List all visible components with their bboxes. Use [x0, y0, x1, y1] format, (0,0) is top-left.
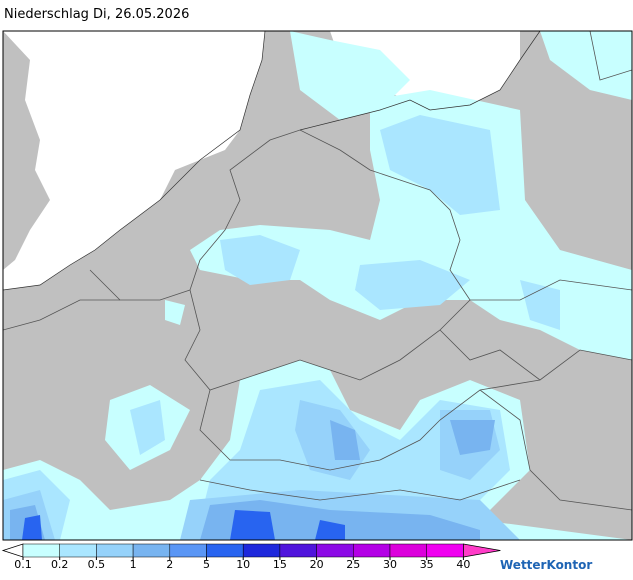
legend-swatch: [96, 543, 134, 558]
legend-label: 40: [456, 558, 470, 571]
legend-label: 5: [203, 558, 210, 571]
legend-label: 0.2: [51, 558, 69, 571]
legend-label: 2: [166, 558, 173, 571]
legend-swatch: [426, 543, 464, 558]
legend-label: 1: [130, 558, 137, 571]
legend-swatch: [132, 543, 171, 558]
legend-arrow-high: [462, 543, 501, 558]
legend-swatch: [389, 543, 427, 558]
legend-label: 20: [310, 558, 324, 571]
legend-swatch: [169, 543, 207, 558]
legend-label: 0.5: [88, 558, 106, 571]
legend-swatch: [242, 543, 281, 558]
legend-swatch: [22, 543, 60, 558]
legend-label: 15: [273, 558, 287, 571]
legend-swatch: [59, 543, 97, 558]
map: [2, 30, 633, 541]
legend-swatch: [206, 543, 244, 558]
legend-swatch: [316, 543, 354, 558]
legend-swatch: [279, 543, 317, 558]
logo: WetterKontor: [500, 558, 592, 572]
legend-swatch: [353, 543, 391, 558]
legend-label: 25: [346, 558, 360, 571]
legend-arrow-low: [1, 543, 24, 558]
legend: 0.1 0.2 0.5 1 2 5 10 15 20 25 30 35 40: [1, 543, 501, 571]
legend-label: 30: [383, 558, 397, 571]
legend-label: 35: [420, 558, 434, 571]
legend-label: 10: [236, 558, 250, 571]
legend-label: 0.1: [14, 558, 32, 571]
map-title: Niederschlag Di, 26.05.2026: [4, 7, 189, 22]
